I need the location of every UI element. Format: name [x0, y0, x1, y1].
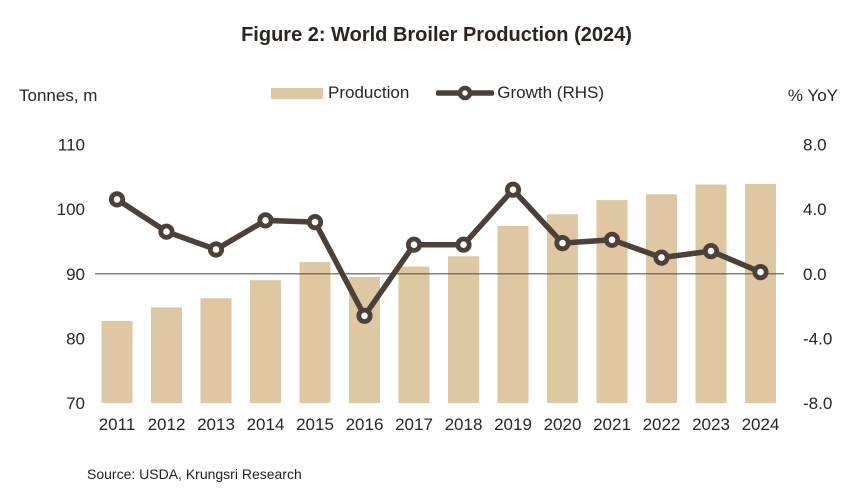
right-axis-tick--8.0: -8.0 [803, 394, 832, 413]
growth-marker-2021 [603, 231, 621, 248]
growth-legend-marker-icon [436, 83, 495, 103]
x-axis-label-2012: 2012 [148, 415, 186, 434]
production-bar-2013 [200, 298, 232, 403]
right-axis-tick-0.0: 0.0 [803, 265, 827, 284]
figure-title: Figure 2: World Broiler Production (2024… [241, 24, 632, 46]
growth-marker-2018 [455, 236, 472, 253]
left-axis-unit-label: Tonnes, m [19, 86, 98, 105]
x-axis-label-2013: 2013 [197, 415, 235, 434]
production-bar-2012 [151, 307, 182, 403]
production-bar-2019 [497, 225, 529, 403]
production-bar-2023 [695, 184, 727, 403]
production-bar-2011 [101, 320, 133, 403]
left-axis-tick-110: 110 [58, 136, 85, 155]
production-bar-2021 [596, 200, 628, 403]
chart-legend: Production Growth (RHS) [271, 82, 604, 104]
x-axis-label-2015: 2015 [296, 415, 334, 434]
growth-legend-marker-svg [436, 85, 495, 101]
production-bar-2018 [448, 256, 479, 403]
production-legend-swatch-icon [271, 87, 323, 99]
growth-marker-2024 [752, 263, 769, 281]
left-axis-tick-100: 100 [57, 200, 85, 219]
growth-marker-2013 [207, 241, 225, 258]
growth-marker-2020 [554, 235, 571, 252]
right-axis-tick--4.0: -4.0 [803, 329, 832, 348]
production-bar-2024 [745, 183, 776, 403]
growth-marker-2011 [108, 191, 126, 208]
x-axis-label-2020: 2020 [544, 415, 582, 434]
growth-marker-2014 [257, 212, 274, 229]
x-axis-label-2019: 2019 [494, 415, 532, 434]
growth-legend-label: Growth (RHS) [497, 83, 605, 102]
x-axis-label-2018: 2018 [445, 415, 483, 434]
left-axis-tick-80: 80 [66, 329, 85, 348]
production-bar-2022 [646, 194, 677, 403]
growth-marker-2022 [653, 249, 670, 266]
source-note: Source: USDA, Krungsri Research [87, 466, 302, 482]
x-axis-label-2016: 2016 [346, 415, 384, 434]
growth-line [114, 186, 764, 319]
x-axis-label-2022: 2022 [643, 415, 681, 434]
x-axis-label-2024: 2024 [742, 415, 780, 434]
left-axis-tick-70: 70 [66, 394, 85, 413]
growth-marker-2017 [405, 236, 423, 253]
right-axis-tick-8.0: 8.0 [803, 136, 827, 155]
growth-marker-2015 [306, 214, 324, 231]
right-axis-tick-4.0: 4.0 [803, 200, 827, 219]
legend-circle [457, 85, 473, 101]
growth-marker-2019 [504, 181, 522, 198]
x-axis-label-2021: 2021 [593, 415, 631, 434]
production-bar-2014 [250, 280, 281, 403]
production-bar-2015 [299, 262, 331, 403]
production-legend-label: Production [328, 83, 410, 102]
growth-marker-2023 [702, 243, 720, 260]
x-axis-label-2017: 2017 [395, 415, 433, 434]
x-axis-label-2014: 2014 [247, 415, 285, 434]
right-axis-unit-label: % YoY [787, 86, 838, 105]
x-axis-label-2023: 2023 [692, 415, 730, 434]
x-axis-label-2011: 2011 [99, 415, 136, 434]
growth-marker-2016 [356, 307, 373, 324]
left-axis-tick-90: 90 [66, 265, 85, 284]
growth-marker-2012 [158, 223, 175, 240]
production-bar-2017 [398, 266, 430, 403]
